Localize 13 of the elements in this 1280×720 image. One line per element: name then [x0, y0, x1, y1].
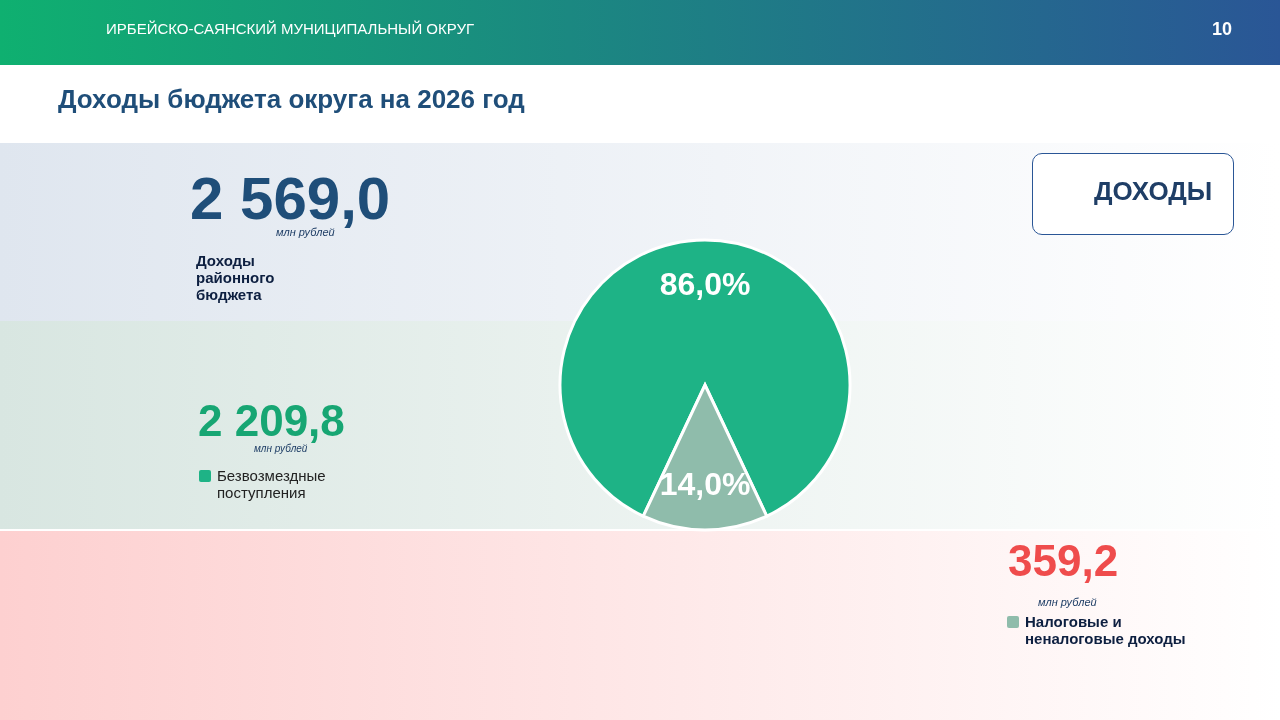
legend-label: Безвозмездные поступления	[217, 467, 327, 501]
legend-label: Налоговые и неналоговые доходы	[1025, 613, 1187, 647]
text: ДОХОДЫ	[1094, 176, 1213, 207]
text: Доходы районного бюджета	[196, 252, 276, 303]
text: млн рублей	[1038, 596, 1097, 608]
chart-title: Доходы бюджета округа на 2026 год	[58, 84, 525, 115]
text: 359,2	[1008, 536, 1119, 586]
data-label: 14,0%	[659, 466, 751, 502]
data-label: 86,0%	[659, 266, 751, 302]
text: 10	[1212, 19, 1233, 40]
text: млн рублей	[254, 443, 308, 454]
text: млн рублей	[276, 226, 335, 238]
text: ИРБЕЙСКО-САЯНСКИЙ МУНИЦИПАЛЬНЫЙ ОКРУГ	[106, 20, 475, 37]
